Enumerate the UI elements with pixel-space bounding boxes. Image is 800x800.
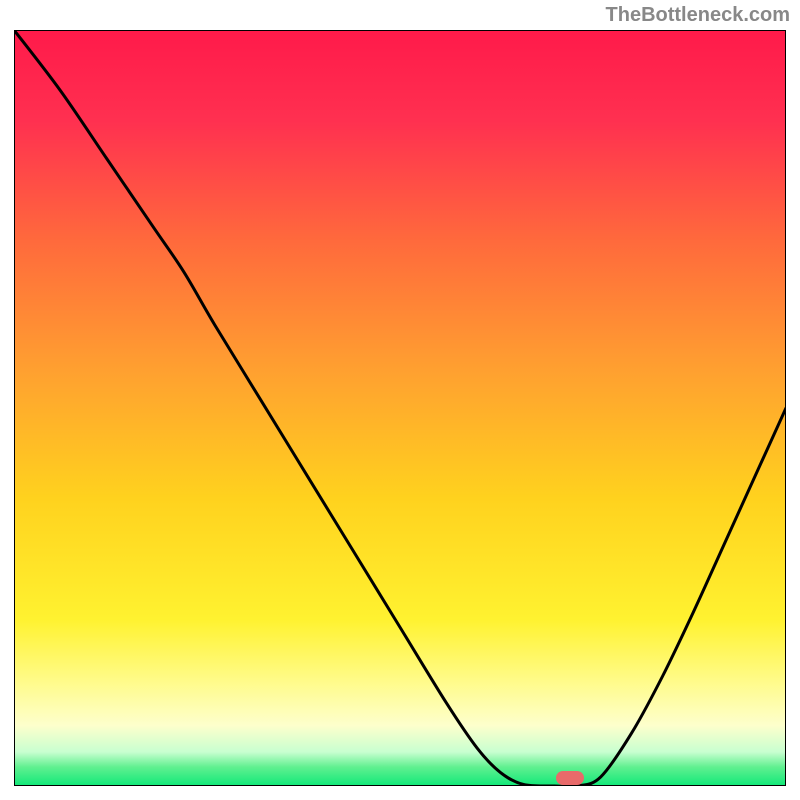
optimal-marker — [556, 771, 584, 785]
watermark-text: TheBottleneck.com — [606, 4, 790, 27]
chart-area — [14, 30, 786, 786]
curve-layer — [14, 30, 786, 786]
